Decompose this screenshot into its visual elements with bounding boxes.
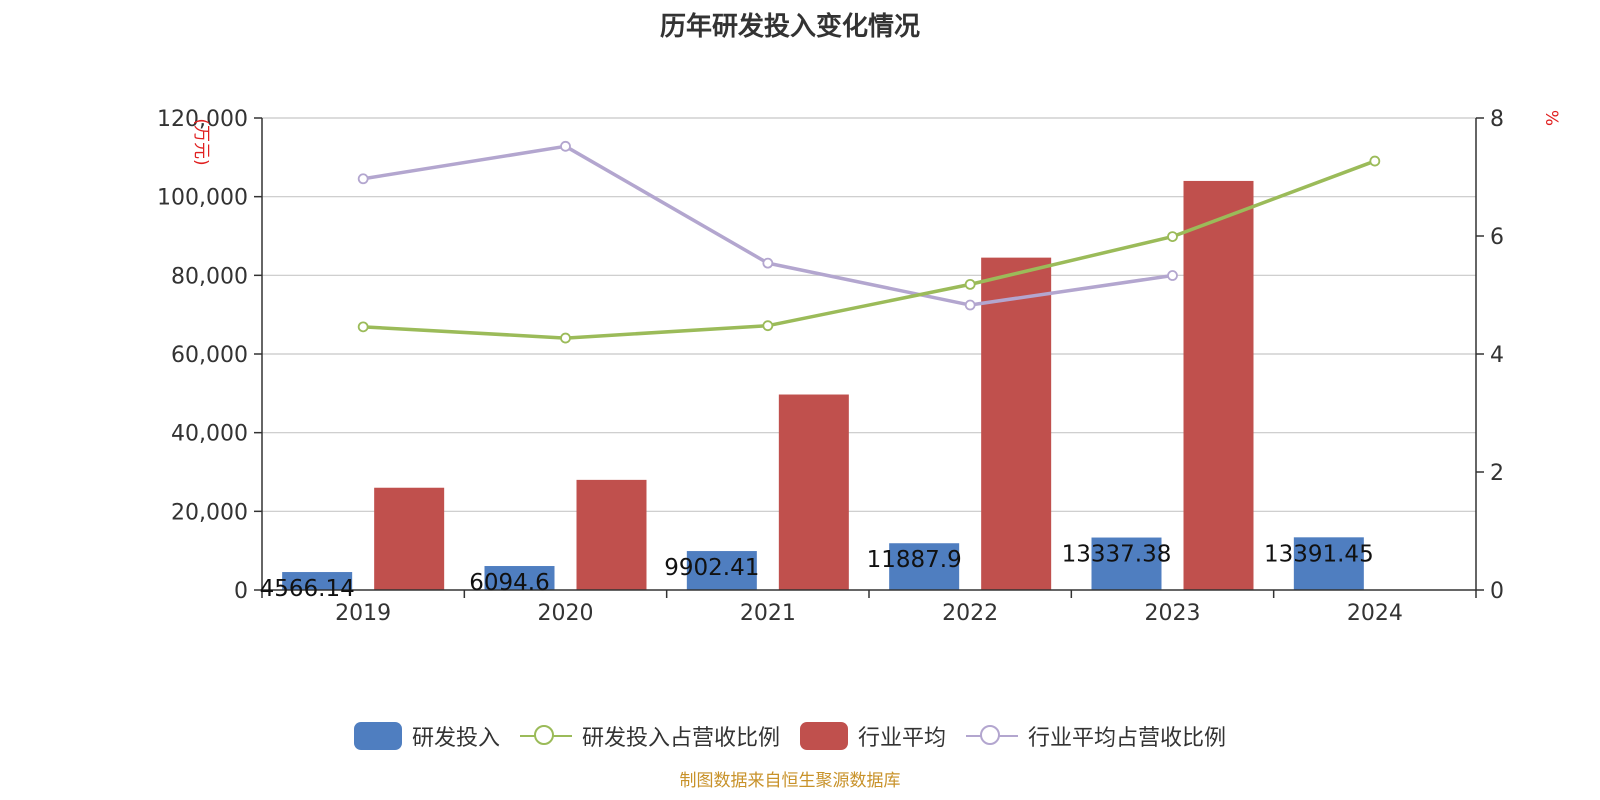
y-right-tick-label: 4 <box>1490 343 1504 368</box>
chart-legend: 研发投入 研发投入占营收比例 行业平均 行业平均占营收比例 <box>0 720 1580 752</box>
bar-data-label: 9902.41 <box>664 555 759 581</box>
industry-ratio-point <box>762 257 774 269</box>
y-left-tick-label: 0 <box>234 579 248 604</box>
industry-ratio-point <box>1167 270 1178 281</box>
bar-rd-investment <box>1091 537 1162 590</box>
y-left-tick-label: 40,000 <box>171 422 248 447</box>
x-tick-label: 2020 <box>538 601 594 626</box>
bar-industry-average <box>1183 180 1254 590</box>
rd-ratio-line <box>363 159 1376 340</box>
data-source-note: 制图数据来自恒生聚源数据库 <box>679 771 901 791</box>
bar-industry-average <box>576 479 647 590</box>
y-right-tick-label: 0 <box>1490 579 1504 604</box>
rd-ratio-point <box>964 278 976 290</box>
bar-data-label: 13337.38 <box>1062 542 1172 568</box>
legend-label-industry: 行业平均 <box>858 726 947 751</box>
legend-label-rd-ratio: 研发投入占营收比例 <box>581 726 780 751</box>
bar-data-label: 6094.6 <box>469 570 549 596</box>
bar-rd-investment <box>484 566 555 590</box>
rd-ratio-point <box>1369 155 1381 167</box>
y-left-tick-label: 120,000 <box>157 107 248 132</box>
bar-data-label: 4566.14 <box>260 576 355 602</box>
y-right-tick-label: 8 <box>1490 107 1504 132</box>
rd-ratio-point <box>357 321 369 333</box>
bar-rd-investment <box>1293 537 1364 590</box>
y-left-axis-title: (万元) <box>191 118 211 165</box>
y-left-tick-label: 100,000 <box>157 186 248 211</box>
bar-rd-investment <box>686 551 757 590</box>
industry-ratio-point <box>964 299 976 311</box>
bar-rd-investment <box>889 543 960 590</box>
legend-swatch-rd-ratio-line <box>519 722 572 750</box>
legend-item-industry[interactable]: 行业平均 <box>800 720 946 752</box>
x-tick-label: 2022 <box>942 601 998 626</box>
y-left-tick-label: 60,000 <box>171 343 248 368</box>
bar-rd-investment <box>282 572 353 590</box>
x-tick-label: 2019 <box>335 601 391 626</box>
legend-item-rd[interactable]: 研发投入 <box>353 720 500 752</box>
y-left-tick-label: 80,000 <box>171 264 248 289</box>
bar-industry-average <box>981 257 1052 590</box>
y-right-tick-label: 2 <box>1490 461 1504 486</box>
chart-canvas: 0 20,000 40,000 60,000 80,000 100,000 120,000 0… <box>157 107 1561 626</box>
legend-swatch-rd-bar <box>353 722 402 750</box>
y-left-tick-label: 20,000 <box>171 500 248 525</box>
y-right-axis-title: % <box>1541 110 1561 126</box>
legend-label-rd: 研发投入 <box>411 726 500 751</box>
bar-industry-average <box>374 487 445 590</box>
x-tick-label: 2024 <box>1347 601 1403 626</box>
y-right-tick-label: 6 <box>1490 225 1504 250</box>
bar-industry-average <box>778 394 849 590</box>
industry-ratio-point <box>357 173 369 185</box>
x-tick-label: 2021 <box>740 601 796 626</box>
legend-item-industry-ratio[interactable]: 行业平均占营收比例 <box>966 720 1226 752</box>
chart-title: 历年研发投入变化情况 <box>659 12 920 42</box>
legend-swatch-industry-bar <box>800 722 848 750</box>
bar-data-label: 11887.9 <box>867 547 962 573</box>
legend-label-industry-ratio: 行业平均占营收比例 <box>1028 726 1227 751</box>
legend-swatch-industry-ratio-line <box>966 722 1019 750</box>
industry-ratio-point <box>560 140 571 152</box>
rd-ratio-point <box>1167 231 1178 242</box>
x-tick-label: 2023 <box>1145 601 1201 626</box>
rd-ratio-point <box>560 332 571 344</box>
legend-item-rd-ratio[interactable]: 研发投入占营收比例 <box>519 720 780 752</box>
rd-ratio-point <box>762 320 774 332</box>
bar-data-label: 13391.45 <box>1264 541 1374 567</box>
